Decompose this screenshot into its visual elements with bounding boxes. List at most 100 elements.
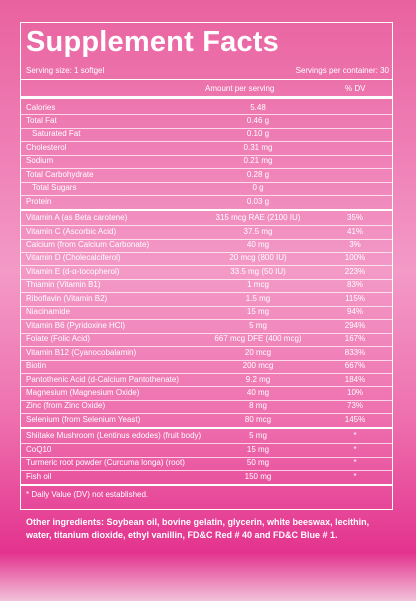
amount: 20 mcg xyxy=(244,347,272,357)
nutrient-name: Protein xyxy=(26,196,52,206)
footnote: * Daily Value (DV) not established. xyxy=(26,489,149,499)
amount: 50 mg xyxy=(246,458,270,468)
nutrient-name: Selenium (from Selenium Yeast) xyxy=(26,414,141,424)
amount: 0.21 mg xyxy=(243,156,273,166)
title: Supplement Facts xyxy=(26,26,279,58)
amount: 37.5 mg xyxy=(243,226,273,236)
amount: 40 mg xyxy=(246,387,270,397)
nutrient-name: Total Carbohydrate xyxy=(26,169,94,179)
amount: 40 mg xyxy=(246,240,270,249)
nutrient-name: Thiamin (Vitamin B1) xyxy=(26,280,101,290)
amount: 80 mcg xyxy=(244,414,272,424)
daily-value: 294% xyxy=(344,320,366,330)
amount: 20 mcg (800 IU) xyxy=(229,253,287,263)
nutrient-name: Riboflavin (Vitamin B2) xyxy=(26,293,108,303)
column-header: % DV xyxy=(345,84,366,93)
nutrient-name: Vitamin B12 (Cyanocobalamin) xyxy=(26,347,137,357)
amount: 0 g xyxy=(252,183,264,193)
nutrient-name: Total Sugars xyxy=(32,183,77,193)
rule xyxy=(21,265,392,266)
daily-value: 667% xyxy=(344,361,366,371)
nutrient-name: Biotin xyxy=(26,361,47,371)
rule xyxy=(21,292,392,293)
rule xyxy=(21,386,392,388)
rule xyxy=(21,154,392,156)
amount: 15 mg xyxy=(246,307,270,317)
nutrient-name: Vitamin D (Cholecalciferol) xyxy=(26,253,121,263)
facts-box xyxy=(20,22,393,510)
daily-value: 223% xyxy=(344,266,366,276)
rule xyxy=(21,127,392,129)
daily-value: 115% xyxy=(345,293,365,303)
rule xyxy=(21,79,392,80)
serving-size: Serving size: 1 softgel xyxy=(26,66,105,75)
rule xyxy=(21,181,392,183)
nutrient-name: Shiitake Mushroom (Lentinus edodes) (fru… xyxy=(26,431,202,441)
rule xyxy=(21,114,392,116)
rule xyxy=(21,399,392,401)
rule xyxy=(21,96,392,99)
nutrient-name: Magnesium (Magnesium Oxide) xyxy=(26,387,140,397)
nutrient-name: Vitamin B6 (Pyridoxine HCl) xyxy=(26,320,125,330)
amount: 9.2 mg xyxy=(245,374,271,384)
nutrient-name: Pantothenic Acid (d-Calcium Pantothenate… xyxy=(26,374,179,384)
daily-value: 73% xyxy=(346,401,364,411)
rule xyxy=(21,208,392,212)
rule xyxy=(21,443,392,444)
nutrient-name: Sodium xyxy=(26,156,54,166)
servings-per-container: Servings per container: 30 xyxy=(295,66,389,75)
rule xyxy=(21,141,392,142)
nutrient-name: Zinc (from Zinc Oxide) xyxy=(26,401,106,411)
rule xyxy=(21,359,392,361)
rule xyxy=(21,413,392,414)
rule xyxy=(21,251,392,253)
daily-value: * xyxy=(353,471,357,481)
amount: 5 mg xyxy=(249,431,267,441)
rule xyxy=(21,373,392,374)
rule xyxy=(21,470,392,471)
nutrient-name: Fish oil xyxy=(26,471,52,481)
daily-value: 35% xyxy=(346,213,364,223)
amount: 1.5 mg xyxy=(245,293,271,303)
rule xyxy=(21,305,392,307)
daily-value: 41% xyxy=(346,226,364,236)
daily-value: 145% xyxy=(344,414,366,424)
amount: 5 mg xyxy=(249,320,267,330)
nutrient-name: Vitamin C (Ascorbic Acid) xyxy=(26,226,117,236)
daily-value: 184% xyxy=(344,374,366,384)
daily-value: 3% xyxy=(349,240,361,249)
daily-value: * xyxy=(353,431,357,441)
rule xyxy=(21,195,392,196)
rule xyxy=(21,426,392,430)
nutrient-name: Vitamin A (as Beta carotene) xyxy=(26,213,128,223)
other-ingredients: Other ingredients: Soybean oil, bovine g… xyxy=(26,517,370,540)
amount: 15 mg xyxy=(246,444,270,454)
rule xyxy=(21,278,392,280)
nutrient-name: Niacinamide xyxy=(26,307,71,317)
nutrient-name: Vitamin E (d-α-tocopherol) xyxy=(26,266,120,276)
amount: 0.28 g xyxy=(246,169,270,179)
amount: 5.48 xyxy=(250,102,266,112)
daily-value: 100% xyxy=(344,253,366,263)
daily-value: 10% xyxy=(346,387,364,397)
amount: 33.5 mg (50 IU) xyxy=(230,266,286,276)
amount: 1 mcg xyxy=(247,280,269,290)
amount: 0.31 mg xyxy=(243,142,273,152)
daily-value: 94% xyxy=(346,307,364,317)
amount: 0.10 g xyxy=(246,129,270,139)
rule xyxy=(21,225,392,226)
nutrient-name: Calories xyxy=(26,102,56,112)
nutrient-name: Saturated Fat xyxy=(32,129,81,139)
nutrient-name: Folate (Folic Acid) xyxy=(26,334,91,344)
amount: 0.46 g xyxy=(246,115,270,125)
nutrient-name: Total Fat xyxy=(26,115,57,125)
nutrient-name: Cholesterol xyxy=(26,142,67,152)
amount: 8 mg xyxy=(249,401,267,411)
amount: 315 mcg RAE (2100 IU) xyxy=(215,213,301,223)
amount: 667 mcg DFE (400 mcg) xyxy=(214,334,302,344)
nutrient-name: Calcium (from Calcium Carbonate) xyxy=(26,240,150,249)
rule xyxy=(21,483,392,487)
rule xyxy=(21,332,392,334)
rule xyxy=(21,346,392,347)
daily-value: 83% xyxy=(346,280,364,290)
